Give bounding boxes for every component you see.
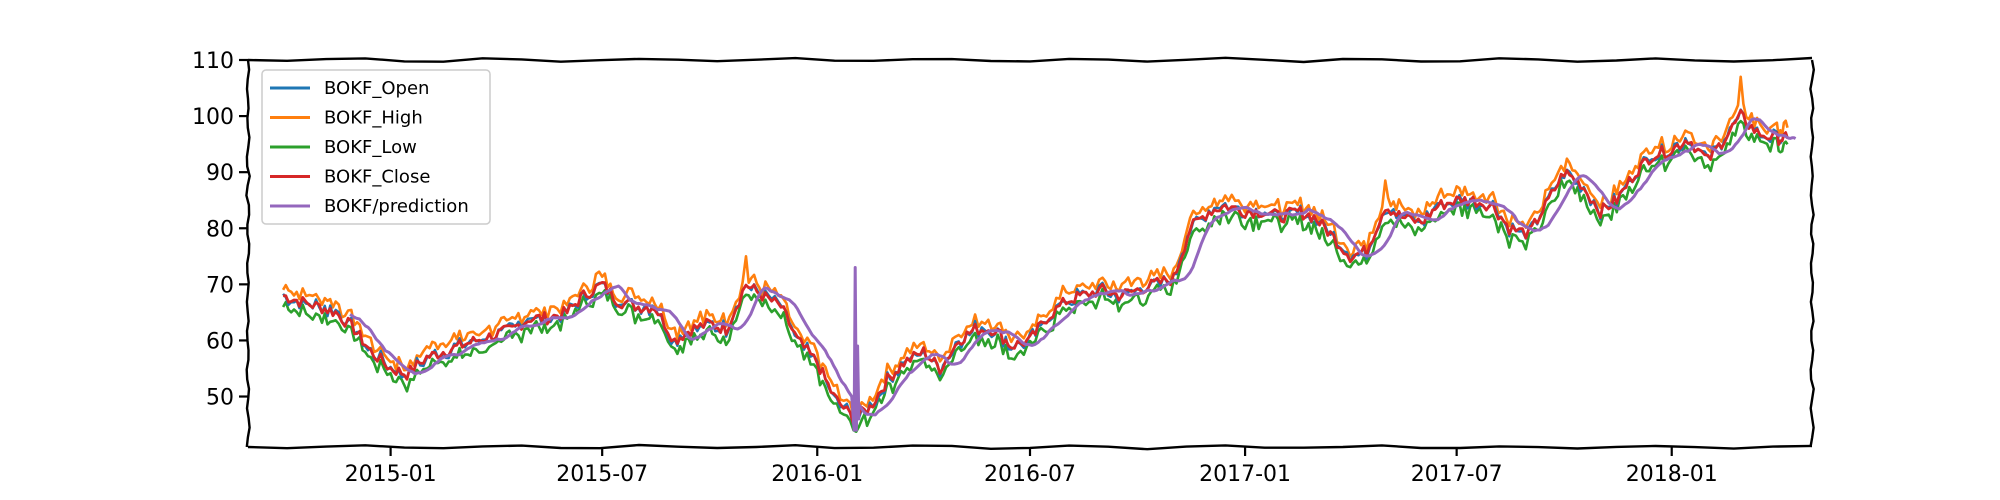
y-tick-label: 80 [206,217,234,242]
plot-lines [281,75,1797,433]
y-tick-label: 110 [192,49,234,74]
axis-top [247,56,1813,64]
x-tick-label: 2018-01 [1626,462,1718,487]
legend: BOKF_Open BOKF_High BOKF_Low BOKF_Close BOKF… [261,69,491,225]
legend-label: BOKF_Low [324,137,417,158]
y-tick-label: 90 [206,161,234,186]
y-tick-label: 100 [192,105,234,130]
y-tick-label: 70 [206,273,234,298]
x-tick-label: 2017-01 [1199,462,1291,487]
y-axis-ticks: 50 60 70 80 90 100 110 [192,49,248,411]
x-tick-label: 2015-07 [556,462,648,487]
y-tick-label: 50 [206,386,234,411]
legend-label: BOKF/prediction [324,196,469,217]
series-line-close [283,108,1789,426]
x-tick-label: 2017-07 [1411,462,1503,487]
series-line-high [281,75,1789,418]
axis-right [1809,59,1816,448]
legend-box [261,69,491,225]
series-line-open [282,108,1789,428]
legend-label: BOKF_Close [324,167,430,188]
x-axis-ticks: 2015-01 2015-07 2016-01 2016-07 2017-01 2017-… [345,447,1718,487]
x-tick-label: 2015-01 [345,462,437,487]
x-tick-label: 2016-01 [771,462,863,487]
legend-label: BOKF_High [324,108,423,129]
x-tick-label: 2016-07 [984,462,1076,487]
series-line-prediction [349,117,1797,432]
legend-label: BOKF_Open [324,78,429,99]
y-tick-label: 60 [206,329,234,354]
axis-left [245,59,251,448]
